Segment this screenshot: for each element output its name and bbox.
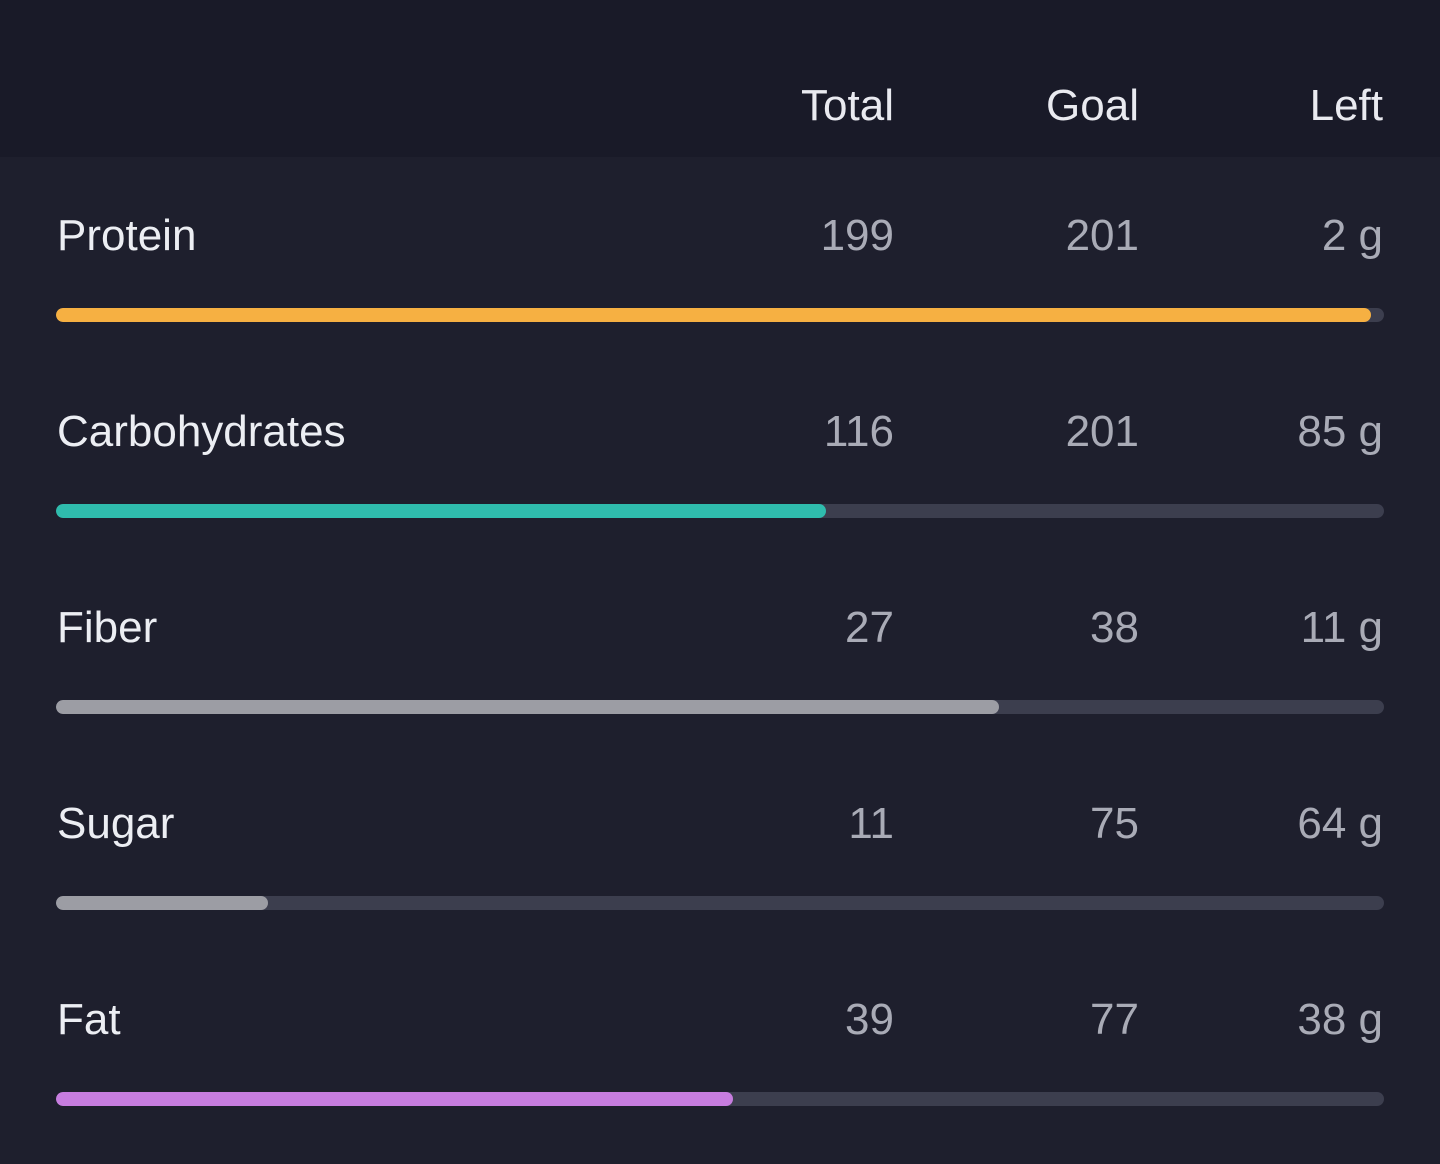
nutrient-left: 11 g xyxy=(1300,603,1383,652)
nutrient-goal: 75 xyxy=(1090,799,1139,848)
nutrient-total: 27 xyxy=(845,603,894,652)
progress-fill xyxy=(56,896,269,910)
nutrient-left: 38 g xyxy=(1297,995,1383,1044)
progress-bar xyxy=(56,504,1384,518)
nutrient-total: 199 xyxy=(820,211,894,260)
nutrient-name: Fiber xyxy=(57,603,158,652)
nutrient-total: 39 xyxy=(845,995,894,1044)
nutrient-row-sugar[interactable]: Sugar 11 75 64 g xyxy=(0,745,1440,941)
progress-fill xyxy=(56,700,999,714)
progress-bar xyxy=(56,308,1384,322)
nutrient-goal: 38 xyxy=(1090,603,1139,652)
progress-bar xyxy=(56,1092,1384,1106)
table-header: Total Goal Left xyxy=(0,0,1440,157)
nutrient-total: 116 xyxy=(823,407,894,456)
nutrient-left: 85 g xyxy=(1297,407,1383,456)
nutrient-name: Fat xyxy=(57,995,121,1044)
nutrient-row-fat[interactable]: Fat 39 77 38 g xyxy=(0,941,1440,1137)
nutrient-left: 2 g xyxy=(1321,211,1383,260)
progress-fill xyxy=(56,308,1371,322)
column-header-left: Left xyxy=(1309,81,1383,130)
nutrient-row-fiber[interactable]: Fiber 27 38 11 g xyxy=(0,549,1440,745)
progress-bar xyxy=(56,896,1384,910)
nutrient-left: 64 g xyxy=(1297,799,1383,848)
nutrient-goal: 77 xyxy=(1090,995,1139,1044)
nutrient-row-protein[interactable]: Protein 199 201 2 g xyxy=(0,157,1440,353)
nutrient-goal: 201 xyxy=(1065,211,1139,260)
nutrient-name: Protein xyxy=(57,211,197,260)
column-header-goal: Goal xyxy=(1046,81,1139,130)
nutrient-goal: 201 xyxy=(1065,407,1139,456)
nutrient-name: Carbohydrates xyxy=(57,407,346,456)
nutrient-row-carbohydrates[interactable]: Carbohydrates 116 201 85 g xyxy=(0,353,1440,549)
column-header-total: Total xyxy=(801,81,894,130)
nutrient-name: Sugar xyxy=(57,799,175,848)
progress-fill xyxy=(56,504,827,518)
progress-bar xyxy=(56,700,1384,714)
nutrient-total: 11 xyxy=(848,799,894,848)
progress-fill xyxy=(56,1092,734,1106)
